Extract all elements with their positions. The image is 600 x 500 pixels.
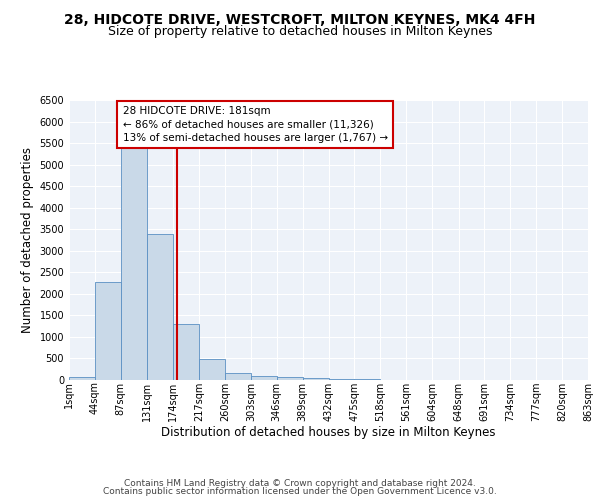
Bar	[277, 377, 302, 380]
Bar	[355, 379, 380, 380]
Bar	[251, 376, 277, 380]
Bar	[225, 373, 251, 380]
Text: Contains HM Land Registry data © Crown copyright and database right 2024.: Contains HM Land Registry data © Crown c…	[124, 478, 476, 488]
Y-axis label: Number of detached properties: Number of detached properties	[21, 147, 34, 333]
Bar	[147, 234, 173, 380]
Text: Size of property relative to detached houses in Milton Keynes: Size of property relative to detached ho…	[108, 25, 492, 38]
Bar	[302, 378, 329, 380]
Bar	[199, 360, 225, 380]
Text: Contains public sector information licensed under the Open Government Licence v3: Contains public sector information licen…	[103, 487, 497, 496]
Text: 28 HIDCOTE DRIVE: 181sqm
← 86% of detached houses are smaller (11,326)
13% of se: 28 HIDCOTE DRIVE: 181sqm ← 86% of detach…	[122, 106, 388, 143]
Bar	[95, 282, 121, 380]
Text: 28, HIDCOTE DRIVE, WESTCROFT, MILTON KEYNES, MK4 4FH: 28, HIDCOTE DRIVE, WESTCROFT, MILTON KEY…	[64, 12, 536, 26]
Bar	[329, 378, 355, 380]
Bar	[69, 377, 95, 380]
X-axis label: Distribution of detached houses by size in Milton Keynes: Distribution of detached houses by size …	[161, 426, 496, 440]
Bar	[173, 324, 199, 380]
Bar	[121, 146, 147, 380]
